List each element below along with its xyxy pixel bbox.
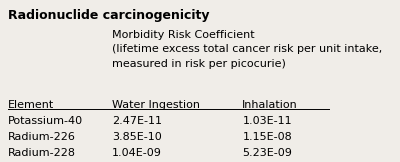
Text: Inhalation: Inhalation: [242, 100, 298, 110]
Text: (lifetime excess total cancer risk per unit intake,: (lifetime excess total cancer risk per u…: [112, 44, 382, 54]
Text: Radium-226: Radium-226: [8, 132, 76, 142]
Text: Radium-228: Radium-228: [8, 148, 76, 158]
Text: 1.03E-11: 1.03E-11: [242, 116, 292, 126]
Text: 5.23E-09: 5.23E-09: [242, 148, 292, 158]
Text: 1.15E-08: 1.15E-08: [242, 132, 292, 142]
Text: 2.47E-11: 2.47E-11: [112, 116, 162, 126]
Text: 1.04E-09: 1.04E-09: [112, 148, 162, 158]
Text: measured in risk per picocurie): measured in risk per picocurie): [112, 59, 286, 69]
Text: Radionuclide carcinogenicity: Radionuclide carcinogenicity: [8, 9, 210, 22]
Text: Water Ingestion: Water Ingestion: [112, 100, 200, 110]
Text: 3.85E-10: 3.85E-10: [112, 132, 162, 142]
Text: Potassium-40: Potassium-40: [8, 116, 83, 126]
Text: Morbidity Risk Coefficient: Morbidity Risk Coefficient: [112, 30, 254, 40]
Text: Element: Element: [8, 100, 54, 110]
